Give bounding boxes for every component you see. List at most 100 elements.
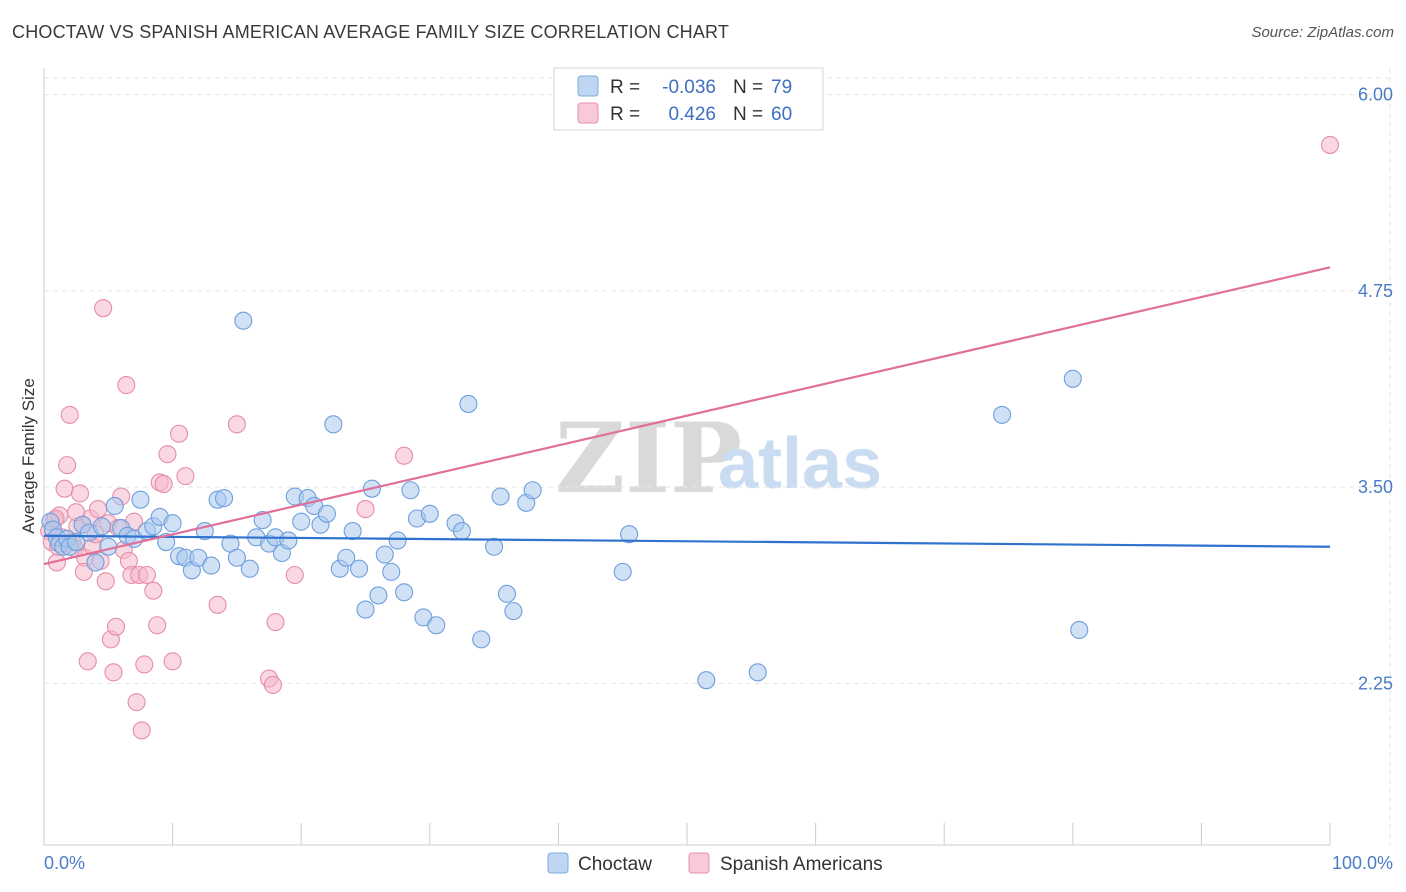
axes (43, 68, 1331, 846)
choctaw-point (1070, 620, 1089, 640)
choctaw-point (105, 496, 124, 515)
legend-n-value-choctaw: 79 (771, 77, 792, 98)
choctaw-point (163, 514, 182, 533)
choctaw-point (131, 490, 150, 509)
choctaw-point (86, 553, 105, 572)
choctaw-point (395, 583, 414, 602)
spanish-point (169, 424, 189, 443)
legend-box (553, 67, 824, 131)
spanish-trend-line (43, 266, 1331, 566)
choctaw-point (324, 415, 343, 434)
choctaw-point (497, 584, 517, 603)
spanish-point (144, 581, 163, 600)
y-tick-labels: 2.25 3.50 4.75 6.00 (1358, 85, 1393, 694)
spanish-point (137, 565, 156, 585)
choctaw-point (748, 663, 767, 682)
spanish-point (96, 572, 115, 591)
watermark-zip: ZIP (555, 402, 742, 515)
y-tick-label: 3.50 (1358, 477, 1393, 497)
choctaw-point (613, 562, 632, 581)
choctaw-point (1063, 369, 1082, 388)
spanish-point (263, 675, 282, 694)
legend-n-value-spanish: 60 (771, 104, 792, 125)
legend-n-label-choctaw: N = (733, 77, 763, 98)
spanish-point (148, 616, 167, 635)
x-tick-labels: 0.0% 100.0% (44, 853, 1393, 873)
spanish-point (55, 479, 74, 498)
y-axis-label: Average Family Size (19, 378, 38, 534)
choctaw-point (401, 481, 420, 500)
spanish-point (132, 721, 151, 740)
correlation-legend: R = -0.036 N = 79 R = 0.426 N = 60 (553, 67, 824, 131)
spanish-point (117, 376, 136, 395)
spanish-point (158, 445, 177, 464)
choctaw-point (337, 548, 356, 567)
source-credit: Source: ZipAtlas.com (1251, 24, 1394, 41)
spanish-point (227, 415, 246, 434)
choctaw-point (459, 394, 478, 413)
choctaw-point (388, 531, 407, 550)
choctaw-point (214, 489, 234, 508)
choctaw-point (369, 586, 388, 605)
choctaw-point (382, 562, 401, 581)
choctaw-point (292, 512, 311, 531)
choctaw-trend-line (43, 534, 1331, 548)
legend-swatch-spanish (577, 102, 599, 124)
choctaw-point (420, 504, 439, 523)
y-tick-label: 2.25 (1358, 673, 1393, 693)
y-tick-label: 4.75 (1358, 281, 1393, 301)
choctaw-point (452, 522, 472, 541)
watermark-atlas: atlas (718, 424, 882, 504)
spanish-point (395, 446, 414, 465)
legend-r-value-spanish: 0.426 (668, 104, 716, 125)
choctaw-point (485, 537, 504, 556)
choctaw-point (279, 531, 298, 550)
legend-n-label-spanish: N = (733, 104, 763, 125)
y-tick-label: 6.00 (1358, 85, 1393, 105)
spanish-point (60, 405, 79, 424)
choctaw-point (356, 600, 375, 619)
grid-lines (44, 68, 1391, 845)
choctaw-point (202, 556, 221, 575)
legend-r-label-spanish: R = (610, 104, 640, 125)
choctaw-point (697, 671, 716, 690)
spanish-point (70, 484, 90, 503)
choctaw-point (504, 602, 523, 621)
spanish-point (78, 652, 97, 671)
x-tick-label-min: 0.0% (44, 853, 85, 873)
spanish-point (266, 613, 285, 632)
legend-r-label-choctaw: R = (610, 77, 640, 98)
choctaw-point (472, 630, 491, 649)
choctaw-point (343, 522, 362, 541)
spanish-point (208, 595, 227, 614)
bottom-legend-label-spanish: Spanish Americans (720, 854, 883, 875)
series-legend: Choctaw Spanish Americans (547, 852, 883, 875)
choctaw-point (350, 559, 369, 578)
spanish-point (94, 299, 113, 318)
legend-swatch-choctaw (577, 75, 599, 97)
choctaw-point (375, 545, 394, 564)
spanish-point (285, 565, 304, 585)
bottom-legend-swatch-choctaw (547, 852, 569, 874)
choctaw-point (523, 481, 542, 500)
spanish-point (127, 693, 146, 712)
spanish-point (1320, 135, 1340, 154)
choctaw-point (67, 532, 86, 552)
x-tick-label-max: 100.0% (1332, 853, 1393, 873)
choctaw-point (317, 504, 336, 523)
choctaw-point (993, 405, 1012, 424)
spanish-point (104, 663, 123, 682)
choctaw-point (234, 311, 253, 330)
spanish-point (88, 500, 108, 519)
choctaw-point (620, 525, 639, 544)
trend-lines (43, 266, 1331, 566)
choctaw-point (253, 511, 272, 530)
choctaw-point (92, 517, 111, 536)
data-points (40, 135, 1340, 740)
choctaw-point (240, 559, 259, 578)
spanish-point (356, 500, 375, 519)
spanish-point (135, 655, 154, 674)
choctaw-point (227, 548, 246, 567)
spanish-point (163, 652, 182, 671)
